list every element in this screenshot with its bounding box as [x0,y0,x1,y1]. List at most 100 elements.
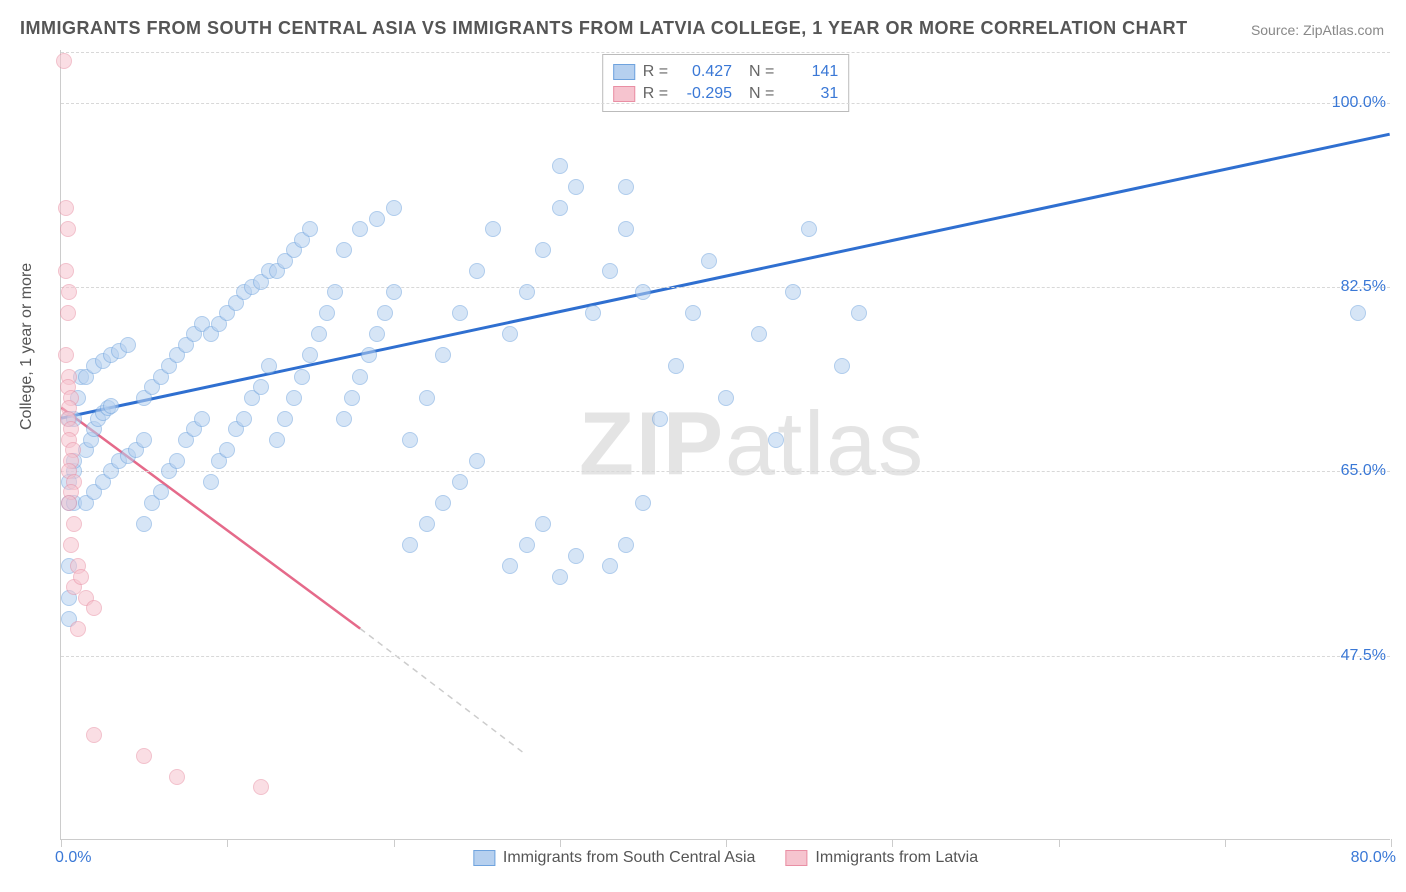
data-point [618,221,634,237]
source-link[interactable]: ZipAtlas.com [1303,22,1384,38]
data-point [153,484,169,500]
data-point [294,369,310,385]
data-point [635,284,651,300]
data-point [785,284,801,300]
data-point [319,305,335,321]
data-point [61,495,77,511]
data-point [1350,305,1366,321]
chart-title: IMMIGRANTS FROM SOUTH CENTRAL ASIA VS IM… [20,18,1188,39]
data-point [73,569,89,585]
data-point [302,347,318,363]
gridline [61,52,1390,53]
data-point [61,284,77,300]
data-point [618,537,634,553]
gridline [61,103,1390,104]
watermark: ZIPatlas [579,393,925,496]
x-tick [61,839,62,847]
swatch-sca [473,850,495,866]
data-point [502,326,518,342]
data-point [469,453,485,469]
data-point [60,305,76,321]
data-point [327,284,343,300]
n-value-sca: 141 [782,61,838,83]
data-point [386,284,402,300]
data-point [618,179,634,195]
data-point [253,779,269,795]
gridline [61,656,1390,657]
data-point [302,221,318,237]
data-point [552,569,568,585]
data-point [352,369,368,385]
data-point [535,242,551,258]
data-point [718,390,734,406]
x-axis-max-label: 80.0% [1351,849,1396,867]
x-tick [892,839,893,847]
data-point [668,358,684,374]
data-point [851,305,867,321]
data-point [435,347,451,363]
data-point [768,432,784,448]
data-point [352,221,368,237]
x-tick [560,839,561,847]
data-point [435,495,451,511]
data-point [535,516,551,532]
data-point [552,158,568,174]
data-point [635,495,651,511]
series-label-sca: Immigrants from South Central Asia [503,849,756,867]
data-point [685,305,701,321]
gridline [61,471,1390,472]
data-point [236,411,252,427]
data-point [269,432,285,448]
data-point [169,769,185,785]
series-legend: Immigrants from South Central Asia Immig… [473,849,978,867]
source-attribution: Source: ZipAtlas.com [1251,22,1384,38]
data-point [56,53,72,69]
legend-item-sca: Immigrants from South Central Asia [473,849,756,867]
legend-item-lat: Immigrants from Latvia [785,849,978,867]
data-point [336,242,352,258]
data-point [70,621,86,637]
data-point [136,432,152,448]
data-point [801,221,817,237]
data-point [169,453,185,469]
r-value-sca: 0.427 [676,61,732,83]
data-point [502,558,518,574]
n-label: N = [740,61,774,83]
data-point [602,263,618,279]
data-point [361,347,377,363]
data-point [58,263,74,279]
data-point [552,200,568,216]
data-point [253,379,269,395]
scatter-chart: ZIPatlas R = 0.427 N = 141 R = -0.295 N … [60,50,1390,840]
x-tick [726,839,727,847]
data-point [86,600,102,616]
data-point [652,411,668,427]
data-point [136,748,152,764]
data-point [86,727,102,743]
data-point [58,347,74,363]
data-point [452,474,468,490]
data-point [60,221,76,237]
data-point [751,326,767,342]
data-point [834,358,850,374]
legend-row-sca: R = 0.427 N = 141 [613,61,839,83]
data-point [402,432,418,448]
x-tick [227,839,228,847]
swatch-lat [785,850,807,866]
x-tick [1225,839,1226,847]
data-point [336,411,352,427]
data-point [369,211,385,227]
source-label: Source: [1251,22,1299,38]
data-point [203,474,219,490]
data-point [286,390,302,406]
data-point [369,326,385,342]
data-point [568,548,584,564]
y-tick-label: 47.5% [1341,647,1386,665]
data-point [58,200,74,216]
swatch-sca [613,64,635,80]
y-tick-label: 100.0% [1332,94,1386,112]
data-point [519,537,535,553]
data-point [568,179,584,195]
data-point [701,253,717,269]
data-point [277,411,293,427]
